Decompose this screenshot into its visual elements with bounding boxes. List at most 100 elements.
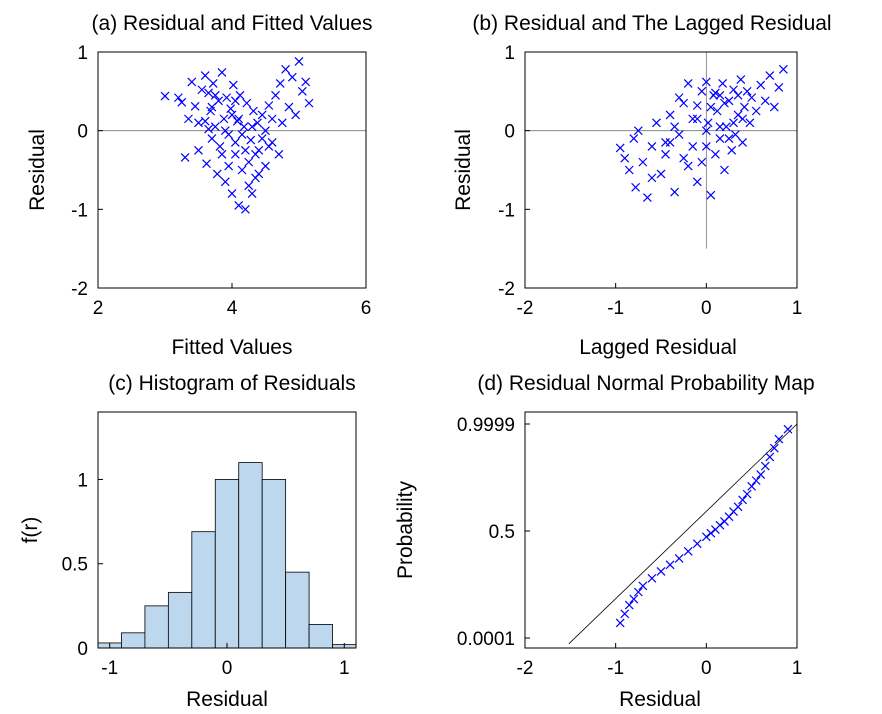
panel-a-point <box>232 116 242 126</box>
panel-b-point <box>760 96 770 106</box>
panel-c-bar <box>261 479 287 649</box>
panel-a-point <box>190 101 200 111</box>
panel-d-point <box>624 600 634 610</box>
panel-b-y-tick-label: 0 <box>504 122 515 143</box>
panel-d-y-tick-label: 0.9999 <box>457 415 515 436</box>
panel-d-point <box>692 539 702 549</box>
panel-b-point <box>701 77 711 87</box>
panel-b-point <box>747 93 757 103</box>
panel-d-y-tick-label: 0.0001 <box>457 629 515 650</box>
panel-a-point <box>194 145 203 155</box>
panel-a-point <box>284 102 294 112</box>
panel-a-point <box>281 64 291 74</box>
panel-b-point <box>729 85 738 95</box>
panel-d-point <box>733 502 743 512</box>
panel-c-x-tick-label: 1 <box>339 658 350 679</box>
panel-d-point <box>751 476 761 486</box>
panel-a-y-tick-label: -1 <box>71 200 88 221</box>
panel-b-point <box>661 149 670 159</box>
panel-a-x-tick-label: 2 <box>93 298 104 319</box>
panel-b-point <box>710 149 720 159</box>
panel-a-point <box>242 98 252 108</box>
panel-d-point <box>774 434 784 444</box>
panel-a-point <box>277 118 287 128</box>
panel-c-bar <box>121 632 146 649</box>
panel-b-point <box>739 102 749 112</box>
panel-a-point <box>234 200 244 210</box>
panel-a-point <box>304 98 314 108</box>
panel-b-point <box>615 143 625 153</box>
panel-b-frame <box>524 51 798 289</box>
panel-b-point <box>638 157 648 167</box>
panel-a-point <box>187 77 197 87</box>
panel-a-point <box>230 96 240 106</box>
panel-c-x-tick-label: -1 <box>101 658 118 679</box>
panel-b-point <box>656 169 666 179</box>
panel-b-point <box>620 153 630 163</box>
panel-a-point <box>220 177 230 187</box>
panel-a-y-tick-label: 0 <box>77 122 88 143</box>
panel-a-point <box>301 77 311 87</box>
panel-b-point <box>647 173 657 183</box>
panel-d-point <box>620 609 630 619</box>
panel-b-point <box>724 134 734 143</box>
panel-a-point <box>222 93 232 103</box>
panel-b-point <box>642 193 652 202</box>
panel-d-point <box>629 594 639 604</box>
panel-b-point <box>679 153 689 163</box>
panel-d-point <box>783 424 793 434</box>
panel-b-point <box>674 93 684 103</box>
panel-b-y-tick-label: 1 <box>504 43 515 64</box>
panel-a-point <box>251 149 260 159</box>
panel-b-x-tick-label: 1 <box>792 298 803 319</box>
panel-a-point <box>267 114 277 124</box>
panel-b-point <box>629 134 639 143</box>
panel-a-point <box>244 157 254 167</box>
panel-a-x-tick-label: 4 <box>227 298 238 319</box>
panel-d-point <box>742 489 752 499</box>
panel-a-point <box>230 149 240 159</box>
panel-a-point <box>234 114 244 124</box>
panel-a-point <box>291 110 301 120</box>
panel-b-point <box>727 145 737 155</box>
panel-b-point <box>706 190 716 200</box>
panel-c-bar <box>144 605 169 649</box>
panel-d-x-tick-label: -1 <box>607 658 624 679</box>
panel-d-x-tick-label: 1 <box>792 658 803 679</box>
panel-a-point <box>217 149 227 159</box>
panel-b-point <box>774 82 784 92</box>
panel-d-title: (d) Residual Normal Probability Map <box>477 372 814 395</box>
panel-d-point <box>615 618 625 628</box>
panel-a: (a) Residual and Fitted Values 2 4 6 -2 -1 0 1… <box>26 12 372 359</box>
panel-c-bar <box>308 624 333 649</box>
panel-a-point <box>274 149 284 159</box>
panel-b-point <box>720 98 729 108</box>
panel-b-ylabel: Residual <box>452 129 475 211</box>
panel-a-point <box>294 57 304 66</box>
panel-b-point <box>715 122 725 132</box>
panel-b-point <box>688 114 698 124</box>
panel-b-point <box>692 101 702 110</box>
panel-b-point <box>683 161 693 171</box>
panel-d-y-tick-label: 0.5 <box>489 522 515 543</box>
panel-b-point <box>745 118 755 128</box>
panel-a-point <box>237 130 247 140</box>
panel-b-point <box>724 96 734 106</box>
panel-d-point <box>760 461 770 471</box>
panel-a-point <box>257 110 267 120</box>
panel-a-point <box>219 114 229 124</box>
panel-a-xlabel: Fitted Values <box>171 336 292 359</box>
panel-a-point <box>208 79 218 88</box>
panel-b-point <box>706 102 716 112</box>
panel-b-point <box>652 118 661 128</box>
panel-a-point <box>227 189 237 199</box>
panel-b-x-tick-label: -1 <box>607 298 624 319</box>
panel-d-x-tick-label: -2 <box>517 658 534 679</box>
panel-a-point <box>271 90 280 100</box>
panel-a-point <box>184 114 193 124</box>
panel-a-ylabel: Residual <box>26 129 49 211</box>
panel-d-point <box>706 528 716 538</box>
panel-b-point <box>701 126 711 136</box>
panel-b-point <box>692 177 702 187</box>
panel-d-point <box>765 452 775 462</box>
